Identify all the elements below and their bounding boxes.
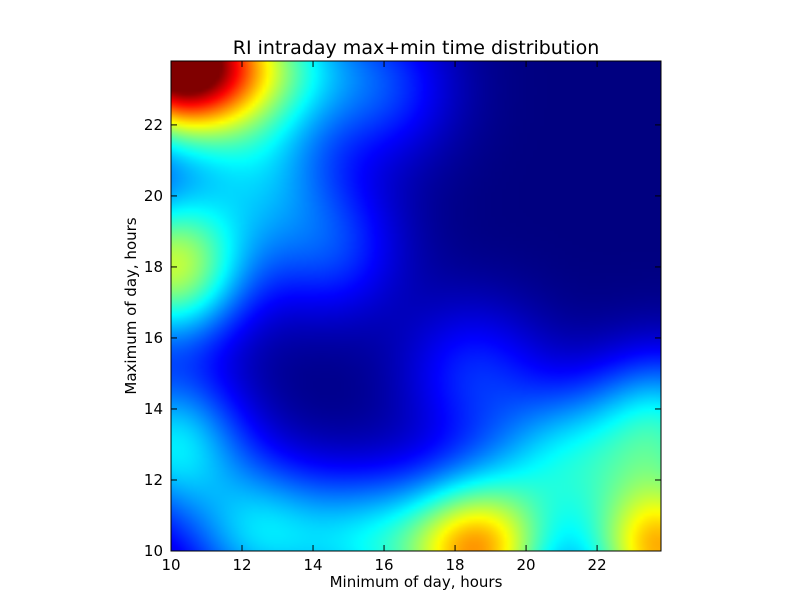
x-tick-label: 22 (588, 556, 607, 574)
heatmap-plot-area (170, 60, 662, 552)
y-tick-label: 12 (144, 471, 163, 489)
x-tick-label: 10 (161, 556, 180, 574)
y-tick-label: 22 (144, 116, 163, 134)
chart-title: RI intraday max+min time distribution (233, 37, 599, 59)
x-tick-label: 20 (517, 556, 536, 574)
x-tick-label: 18 (446, 556, 465, 574)
y-tick-label: 14 (144, 400, 163, 418)
y-tick-label: 18 (144, 258, 163, 276)
x-tick-label: 16 (374, 556, 393, 574)
heatmap-image (171, 61, 661, 551)
y-tick-label: 20 (144, 187, 163, 205)
x-tick-label: 14 (303, 556, 322, 574)
x-axis: 10 12 14 16 18 20 22 (161, 61, 607, 574)
x-axis-label: Minimum of day, hours (330, 573, 503, 591)
y-axis: 10 12 14 16 18 20 22 (144, 116, 661, 560)
plot-frame (170, 60, 662, 552)
y-tick-label: 16 (144, 329, 163, 347)
x-tick-label: 12 (232, 556, 251, 574)
y-axis-label: Maximum of day, hours (122, 217, 140, 394)
y-tick-label: 10 (144, 542, 163, 560)
